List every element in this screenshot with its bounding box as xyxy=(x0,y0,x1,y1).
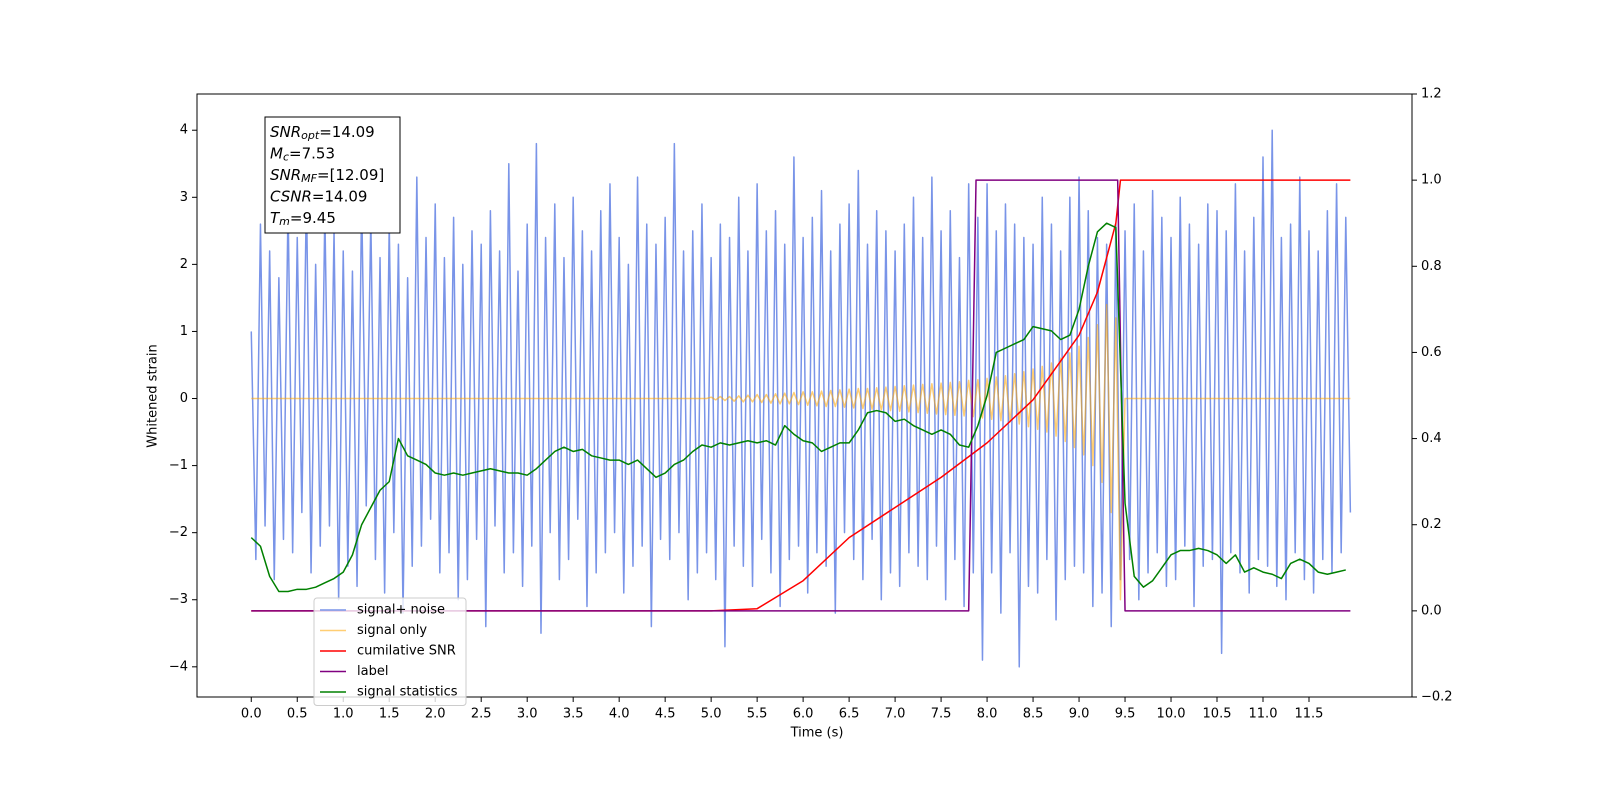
annotation-line: Tm=9.45 xyxy=(270,209,336,229)
y-tick-label: 0 xyxy=(180,391,188,406)
legend-box xyxy=(313,597,467,706)
annotation-subscript: c xyxy=(283,151,289,164)
y-tick-label: 1 xyxy=(180,324,188,339)
annotation-line: SNRopt=14.09 xyxy=(270,123,375,143)
legend-label: signal statistics xyxy=(357,685,458,700)
y2-tick-label: −0.2 xyxy=(1421,690,1453,705)
annotation-subscript: m xyxy=(279,215,290,228)
x-tick-label: 11.5 xyxy=(1295,707,1324,722)
x-tick-label: 0.0 xyxy=(241,707,262,722)
x-tick-label: 5.0 xyxy=(701,707,722,722)
series-line xyxy=(251,179,1351,612)
x-tick-label: 10.5 xyxy=(1203,707,1232,722)
x-tick-label: 8.5 xyxy=(1023,707,1044,722)
y2-tick-label: 0.6 xyxy=(1421,345,1442,360)
annotation-value: =9.45 xyxy=(290,209,336,227)
annotation-line: SNRMF=[12.09] xyxy=(270,166,384,186)
y-tick-label: 2 xyxy=(180,257,188,272)
x-tick-label: 1.0 xyxy=(333,707,354,722)
x-tick-label: 8.0 xyxy=(977,707,998,722)
x-tick-label: 4.0 xyxy=(609,707,630,722)
x-tick-label: 3.0 xyxy=(517,707,538,722)
x-tick-label: 2.0 xyxy=(425,707,446,722)
y2-tick-label: 0.4 xyxy=(1421,431,1442,446)
x-tick-label: 4.5 xyxy=(655,707,676,722)
y-tick-label: −3 xyxy=(169,592,188,607)
y2-tick-label: 1.0 xyxy=(1421,173,1442,188)
y-tick-label: 3 xyxy=(180,190,188,205)
annotation-subscript: MF xyxy=(301,172,317,185)
x-tick-label: 11.0 xyxy=(1249,707,1278,722)
y2-tick-label: 0.2 xyxy=(1421,517,1442,532)
annotation-value: =14.09 xyxy=(312,187,368,205)
x-tick-label: 1.5 xyxy=(379,707,400,722)
annotation-line: Mc=7.53 xyxy=(270,144,335,164)
annotation-value: =7.53 xyxy=(289,144,335,162)
x-tick-label: 5.5 xyxy=(747,707,768,722)
x-tick-label: 2.5 xyxy=(471,707,492,722)
y-tick-label: −2 xyxy=(169,525,188,540)
y2-tick-label: 1.2 xyxy=(1421,87,1442,102)
x-tick-label: 7.5 xyxy=(931,707,952,722)
annotation-symbol: T xyxy=(270,209,281,227)
series-line xyxy=(250,222,1346,593)
x-tick-label: 9.5 xyxy=(1115,707,1136,722)
x-tick-label: 3.5 xyxy=(563,707,584,722)
series-line xyxy=(250,129,1352,668)
legend-label: signal only xyxy=(357,623,427,638)
x-tick-label: 6.5 xyxy=(839,707,860,722)
legend-label: signal+ noise xyxy=(357,603,445,618)
axes-frame xyxy=(196,93,1413,698)
y-tick-label: −4 xyxy=(169,659,188,674)
annotation-value: =[12.09] xyxy=(317,166,384,184)
y2-tick-label: 0.8 xyxy=(1421,259,1442,274)
x-tick-label: 6.0 xyxy=(793,707,814,722)
x-axis-label: Time (s) xyxy=(790,726,844,741)
x-tick-label: 7.0 xyxy=(885,707,906,722)
series-line xyxy=(251,179,1351,612)
annotation-symbol: SNR xyxy=(270,166,301,184)
annotation-value: =14.09 xyxy=(319,123,375,141)
annotation-symbol: SNR xyxy=(270,123,301,141)
y-tick-label: −1 xyxy=(169,458,188,473)
annotation-symbol: CSNR xyxy=(270,187,312,205)
x-tick-label: 0.5 xyxy=(287,707,308,722)
x-tick-label: 9.0 xyxy=(1069,707,1090,722)
plot-area xyxy=(250,129,1352,668)
legend-label: label xyxy=(357,664,388,679)
y2-tick-label: 0.0 xyxy=(1421,603,1442,618)
legend-label: cumilative SNR xyxy=(357,644,456,659)
y-axis-label: Whitened strain xyxy=(146,344,161,447)
x-tick-label: 10.0 xyxy=(1157,707,1186,722)
annotation-box xyxy=(264,116,401,234)
annotation-symbol: M xyxy=(270,144,283,162)
y-tick-label: 4 xyxy=(180,123,188,138)
annotation-line: CSNR=14.09 xyxy=(270,187,367,205)
annotation-subscript: opt xyxy=(301,129,320,142)
series-line xyxy=(251,303,1351,601)
